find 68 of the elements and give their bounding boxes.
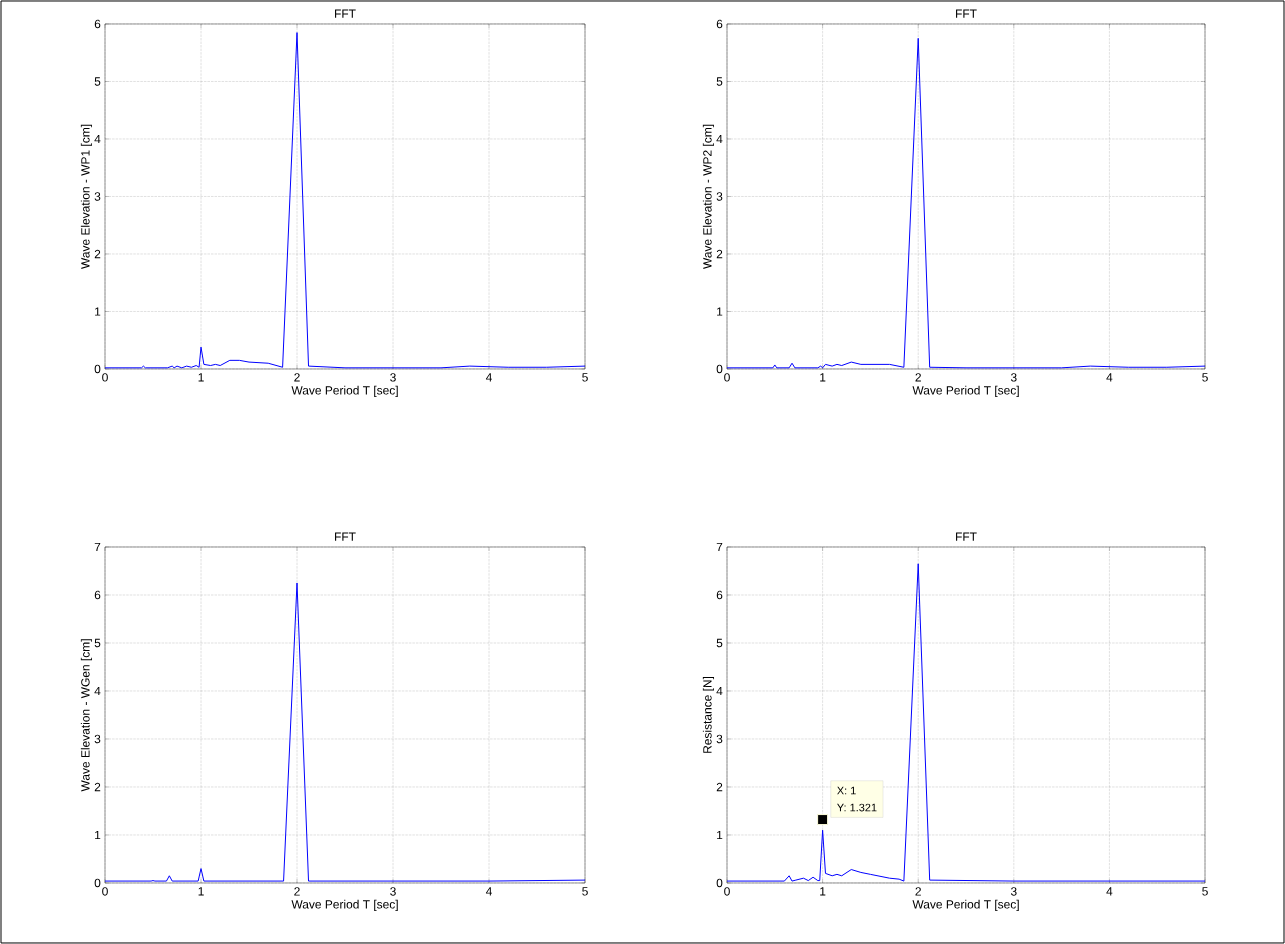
y-tick-label: 3 [716,192,723,201]
y-tick-label: 4 [94,134,101,144]
annotation: Y: 1.321 [837,803,877,812]
x-tick-label: 0 [102,887,108,896]
y-tick-label: 6 [94,590,101,600]
x-tick-label: 2 [915,373,921,382]
y-tick-label: 6 [716,19,723,29]
y-tick-label: 7 [94,542,101,552]
x-tick-label: 0 [102,373,108,382]
y-tick-label: 2 [94,782,101,792]
x-tick-label: 5 [582,373,588,382]
y-tick-label: 0 [94,878,101,888]
x-tick-label: 2 [915,887,921,896]
y-tick-label: 3 [94,734,101,744]
y-tick-label: 0 [716,364,723,374]
y-tick-label: 5 [94,638,101,648]
y-tick-label: 1 [717,307,723,316]
x-axis-title: Wave Period T [sec] [912,385,1019,397]
y-tick-label: 2 [716,249,723,259]
x-tick-label: 3 [390,373,396,382]
y-tick-label: 6 [716,590,723,600]
y-tick-label: 7 [716,542,723,552]
x-tick-label: 3 [1010,887,1017,896]
x-tick-label: 2 [294,373,300,382]
y-tick-label: 1 [717,830,723,840]
x-axis-title: Wave Period T [sec] [291,385,398,397]
y-tick-label: 3 [716,734,723,744]
x-tick-label: 5 [1202,373,1208,382]
x-tick-label: 4 [485,373,492,382]
x-tick-label: 1 [820,887,826,896]
x-tick-label: 2 [294,887,300,896]
y-tick-label: 4 [94,686,101,696]
y-tick-label: 3 [94,192,101,201]
y-tick-label: 5 [716,638,723,648]
y-tick-label: 1 [95,830,101,840]
y-tick-label: 4 [716,686,723,696]
chart-title: FFT [335,532,356,541]
x-tick-label: 1 [198,887,204,896]
y-axis-title: Wave Elevation - WP2 [cm] [702,124,715,269]
x-tick-label: 3 [390,887,396,896]
x-tick-label: 3 [1010,373,1017,382]
x-tick-label: 4 [1106,887,1113,896]
x-axis-title: Wave Period T [sec] [291,899,398,911]
x-tick-label: 5 [1202,887,1208,896]
annotation: X: 1 [837,786,856,795]
y-axis-title: Wave Elevation - WP1 [cm] [80,124,93,269]
y-axis-title: Wave Elevation - WGen [cm] [80,639,93,792]
x-axis-title: Wave Period T [sec] [912,899,1019,911]
y-tick-label: 0 [94,364,101,374]
y-axis-title: Resistance [N] [702,676,715,753]
chart-title: FFT [956,9,977,18]
y-tick-label: 4 [716,134,723,144]
y-tick-label: 2 [716,782,723,792]
y-tick-label: 0 [716,878,723,888]
y-tick-label: 5 [94,77,101,86]
x-tick-label: 0 [724,373,730,382]
x-tick-label: 4 [1106,373,1113,382]
x-tick-label: 1 [820,373,826,382]
y-tick-label: 2 [94,249,101,259]
chart-title: FFT [956,532,977,541]
x-tick-label: 0 [724,887,730,896]
chart-title: FFT [335,9,356,18]
y-tick-label: 5 [716,77,723,86]
x-tick-label: 4 [485,887,492,896]
y-tick-label: 1 [95,307,101,316]
x-tick-label: 5 [582,887,588,896]
y-tick-label: 6 [94,19,101,29]
x-tick-label: 1 [198,373,204,382]
